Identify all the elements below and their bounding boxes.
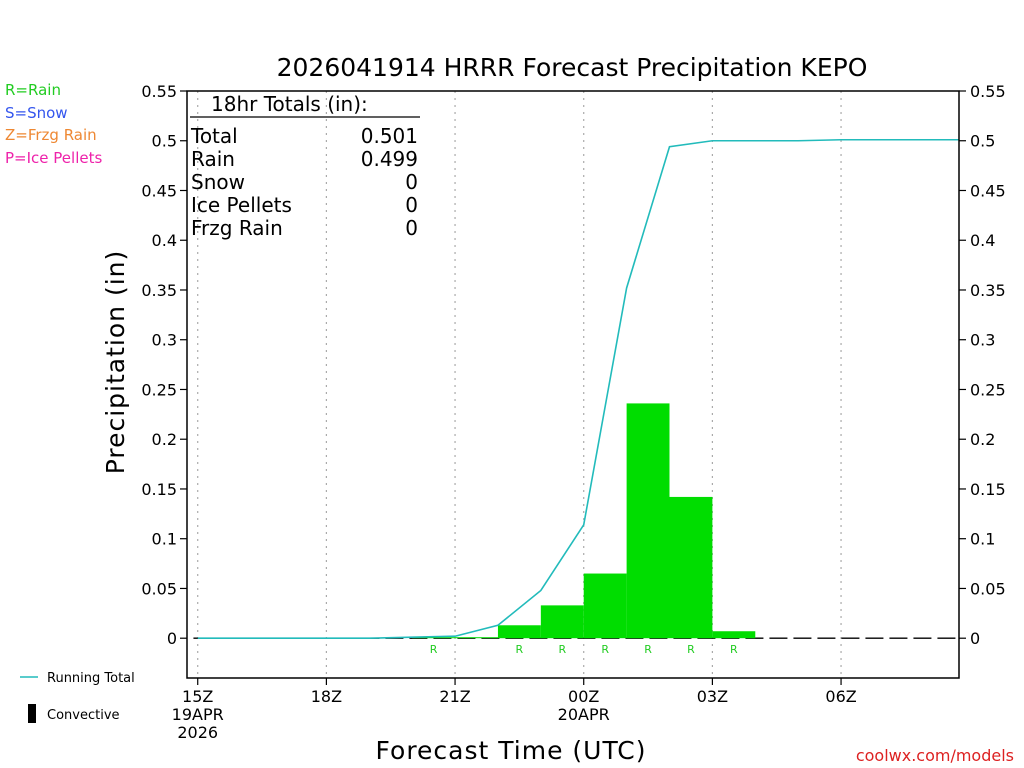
y-tick-label-left: 0.5	[152, 132, 177, 151]
totals-row-value: 0.501	[361, 124, 418, 148]
snow-legend-item: S=Snow	[5, 104, 68, 122]
precip-bar	[583, 573, 627, 639]
y-tick-label-left: 0.4	[152, 231, 177, 250]
precip-bar	[669, 496, 713, 639]
totals-row-label: Rain	[191, 147, 235, 171]
totals-row-value: 0	[405, 193, 418, 217]
y-tick-label-left: 0.25	[141, 380, 177, 399]
grid-layer	[193, 91, 959, 678]
x-tick-label: 20APR	[558, 705, 610, 724]
y-tick-label-right: 0.5	[970, 132, 995, 151]
y-tick-label-right: 0.3	[970, 331, 995, 350]
totals-row-value: 0.499	[361, 147, 418, 171]
y-tick-label-left: 0.3	[152, 331, 177, 350]
y-tick-label-left: 0.55	[141, 82, 177, 101]
rain-marker: R	[430, 643, 438, 656]
totals-row-label: Total	[190, 124, 238, 148]
totals-row-label: Frzg Rain	[191, 216, 283, 240]
y-tick-label-left: 0.45	[141, 181, 177, 200]
running-total-legend-label: Running Total	[47, 671, 135, 686]
totals-box: 18hr Totals (in): Total 0.501 Rain 0.499 Sno…	[190, 92, 420, 240]
y-tick-label-left: 0.15	[141, 480, 177, 499]
y-tick-label-right: 0.45	[970, 181, 1006, 200]
x-tick-label: 03Z	[697, 687, 728, 706]
rain-marker: R	[558, 643, 566, 656]
y-tick-label-left: 0.1	[152, 530, 177, 549]
frzg-rain-legend-item: Z=Frzg Rain	[5, 126, 97, 144]
rain-marker: R	[687, 643, 695, 656]
y-tick-label-left: 0.05	[141, 579, 177, 598]
y-axis-right: 0 0.05 0.1 0.15 0.2 0.25 0.3 0.35 0.4 0.45 0.5 0.55	[959, 82, 1006, 648]
totals-header: 18hr Totals (in):	[211, 92, 368, 116]
x-tick-label: 2026	[177, 723, 218, 742]
y-tick-label-right: 0.35	[970, 281, 1006, 300]
x-tick-label: 00Z	[568, 687, 599, 706]
y-tick-label-right: 0	[970, 629, 980, 648]
y-tick-label-right: 0.4	[970, 231, 995, 250]
y-axis-left: 0 0.05 0.1 0.15 0.2 0.25 0.3 0.35 0.4 0.45 0.5 0.55	[141, 82, 187, 648]
y-axis-label: Precipitation (in)	[101, 250, 130, 475]
y-tick-label-right: 0.05	[970, 579, 1006, 598]
running-total-line	[197, 138, 959, 640]
y-tick-label-right: 0.1	[970, 530, 995, 549]
precip-bar	[540, 605, 584, 639]
x-tick-label: 19APR	[172, 705, 224, 724]
x-tick-label: 21Z	[439, 687, 470, 706]
y-tick-label-right: 0.25	[970, 380, 1006, 399]
rain-marker: R	[516, 643, 524, 656]
y-tick-label-left: 0.2	[152, 430, 177, 449]
totals-row-label: Snow	[191, 170, 245, 194]
x-tick-label: 06Z	[825, 687, 856, 706]
rain-marker: R	[730, 643, 738, 656]
rain-marker: R	[644, 643, 652, 656]
precip-bar	[412, 637, 456, 639]
rain-legend-item: R=Rain	[5, 81, 61, 99]
y-tick-label-right: 0.15	[970, 480, 1006, 499]
y-tick-label-right: 0.55	[970, 82, 1006, 101]
totals-row-label: Ice Pellets	[191, 193, 292, 217]
totals-row-value: 0	[405, 216, 418, 240]
ice-pellets-legend-item: P=Ice Pellets	[5, 149, 103, 167]
y-tick-label-left: 0.35	[141, 281, 177, 300]
convective-legend-swatch	[28, 704, 36, 723]
precip-bar	[455, 637, 498, 639]
bars-layer	[412, 403, 756, 639]
rain-marker: R	[601, 643, 609, 656]
x-tick-label: 18Z	[311, 687, 342, 706]
convective-legend-label: Convective	[47, 708, 120, 723]
totals-rows: Total 0.501 Rain 0.499 Snow 0 Ice Pellets 0 Frzg…	[190, 124, 418, 240]
y-tick-label-left: 0	[167, 629, 177, 648]
x-tick-label: 15Z	[182, 687, 213, 706]
precip-bar	[712, 631, 756, 639]
y-tick-label-right: 0.2	[970, 430, 995, 449]
chart-title: 2026041914 HRRR Forecast Precipitation K…	[277, 53, 868, 82]
x-axis-label: Forecast Time (UTC)	[376, 736, 647, 765]
totals-row-value: 0	[405, 170, 418, 194]
credit-text[interactable]: coolwx.com/models	[856, 746, 1014, 765]
plot-frame	[186, 90, 960, 679]
running-total-layer	[197, 138, 959, 640]
precip-bar	[626, 403, 670, 639]
precip-bar	[497, 625, 541, 639]
